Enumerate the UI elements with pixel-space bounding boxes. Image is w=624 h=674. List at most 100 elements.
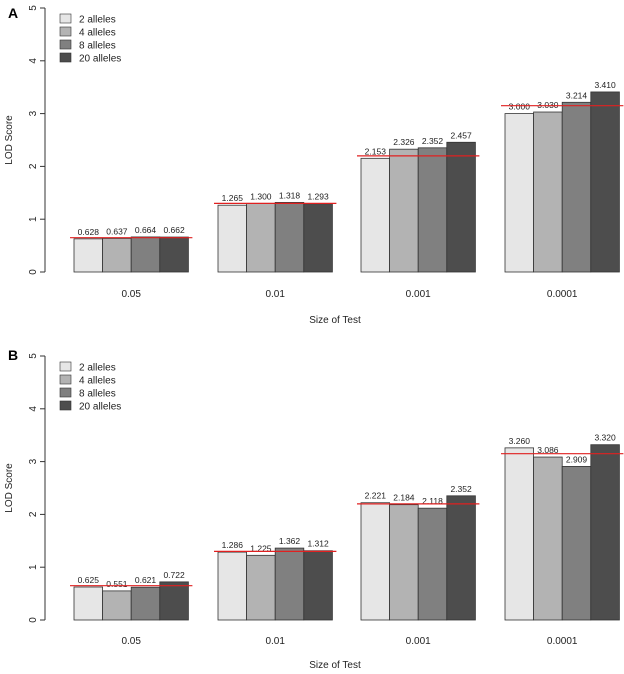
legend-label: 20 alleles bbox=[79, 402, 121, 413]
y-tick-label: 4 bbox=[28, 58, 39, 64]
bar bbox=[159, 236, 189, 273]
x-category-label: 0.0001 bbox=[547, 636, 578, 647]
bar-value-label: 2.184 bbox=[393, 493, 415, 503]
x-category-label: 0.0001 bbox=[547, 289, 578, 300]
bar-value-label: 3.320 bbox=[594, 433, 616, 443]
y-axis-title: LOD Score bbox=[4, 463, 15, 513]
bar-value-label: 3.260 bbox=[509, 436, 531, 446]
legend-label: 4 alleles bbox=[79, 28, 116, 39]
bar bbox=[389, 148, 419, 273]
bar bbox=[73, 238, 104, 273]
legend-swatch bbox=[59, 13, 72, 24]
bar-value-label: 2.457 bbox=[450, 130, 472, 140]
panel-label: A bbox=[8, 5, 18, 21]
y-tick-label: 5 bbox=[28, 353, 39, 359]
x-category-label: 0.05 bbox=[121, 289, 141, 300]
x-category-label: 0.001 bbox=[406, 636, 431, 647]
bar bbox=[360, 157, 391, 273]
x-category-label: 0.01 bbox=[265, 636, 285, 647]
bar-value-label: 0.664 bbox=[135, 225, 157, 235]
bar bbox=[73, 586, 104, 621]
y-tick-label: 3 bbox=[28, 458, 39, 464]
bar bbox=[246, 202, 276, 273]
bar bbox=[417, 147, 448, 273]
bar-value-label: 1.265 bbox=[222, 193, 244, 203]
bar bbox=[130, 586, 161, 621]
bar bbox=[504, 113, 535, 273]
legend-label: 8 alleles bbox=[79, 389, 116, 400]
y-axis-title: LOD Score bbox=[4, 115, 15, 165]
bar bbox=[217, 204, 248, 273]
bar-value-label: 3.410 bbox=[594, 80, 616, 90]
bar-value-label: 2.352 bbox=[422, 136, 444, 146]
legend-swatch bbox=[59, 387, 72, 398]
bar bbox=[159, 581, 189, 621]
y-tick-label: 4 bbox=[28, 406, 39, 412]
bar-value-label: 3.000 bbox=[509, 102, 531, 112]
y-tick-label: 2 bbox=[28, 163, 39, 169]
legend-swatch bbox=[59, 361, 72, 372]
bar bbox=[561, 101, 592, 273]
bar-value-label: 2.326 bbox=[393, 137, 415, 147]
bar-value-label: 0.628 bbox=[78, 227, 100, 237]
bar bbox=[303, 203, 333, 273]
legend-label: 20 alleles bbox=[79, 54, 121, 65]
bar bbox=[274, 202, 305, 273]
bar-value-label: 1.293 bbox=[307, 192, 329, 202]
bar bbox=[504, 447, 535, 621]
bar-value-label: 3.214 bbox=[566, 90, 588, 100]
y-tick-label: 5 bbox=[28, 5, 39, 11]
bar-value-label: 1.362 bbox=[279, 536, 301, 546]
x-category-label: 0.001 bbox=[406, 289, 431, 300]
bar-value-label: 1.225 bbox=[250, 543, 272, 553]
bar bbox=[217, 551, 248, 621]
bar bbox=[533, 111, 563, 273]
x-axis-title: Size of Test bbox=[309, 660, 361, 671]
bar bbox=[246, 554, 276, 621]
y-tick-label: 2 bbox=[28, 511, 39, 517]
bar bbox=[130, 236, 161, 273]
bar bbox=[360, 502, 391, 621]
bar-value-label: 0.625 bbox=[78, 575, 100, 585]
bar-value-label: 0.722 bbox=[163, 570, 185, 580]
y-tick-label: 1 bbox=[28, 216, 39, 222]
bar bbox=[389, 504, 419, 621]
legend-label: 2 alleles bbox=[79, 15, 116, 26]
bar-value-label: 3.030 bbox=[537, 100, 559, 110]
bar bbox=[446, 495, 476, 621]
bar-value-label: 2.909 bbox=[566, 454, 588, 464]
bar-value-label: 2.352 bbox=[450, 484, 472, 494]
panel-label: B bbox=[8, 347, 18, 363]
legend-swatch bbox=[59, 26, 72, 37]
bar-value-label: 2.118 bbox=[422, 496, 443, 506]
bar-value-label: 3.086 bbox=[537, 445, 559, 455]
bar-value-label: 1.312 bbox=[307, 539, 329, 549]
chart-panel-a: A 0 1 2 3 4 5 LOD Score 0.628 0.637 0.664 0.662 0.05… bbox=[4, 5, 624, 326]
bar bbox=[102, 590, 132, 621]
legend-label: 4 alleles bbox=[79, 376, 116, 387]
legend-label: 8 alleles bbox=[79, 41, 116, 52]
bar-value-label: 0.662 bbox=[163, 225, 185, 235]
bar bbox=[533, 456, 563, 621]
legend-swatch bbox=[59, 39, 72, 50]
x-category-label: 0.01 bbox=[265, 289, 285, 300]
chart-panel-b: B 0 1 2 3 4 5 LOD Score 0.625 0.551 0.621 0.722 0.05… bbox=[4, 347, 624, 671]
y-tick-label: 3 bbox=[28, 110, 39, 116]
bar bbox=[561, 466, 592, 621]
bar-value-label: 2.221 bbox=[365, 491, 387, 501]
legend-swatch bbox=[59, 52, 72, 63]
bar bbox=[446, 141, 476, 273]
bar-value-label: 0.551 bbox=[106, 579, 128, 589]
bar-value-label: 1.286 bbox=[222, 540, 244, 550]
bar bbox=[303, 550, 333, 621]
y-tick-label: 0 bbox=[28, 269, 39, 275]
bar bbox=[102, 237, 132, 273]
x-axis-title: Size of Test bbox=[309, 315, 361, 326]
x-category-label: 0.05 bbox=[121, 636, 141, 647]
bar-value-label: 1.318 bbox=[279, 190, 301, 200]
legend-swatch bbox=[59, 400, 72, 411]
bar-value-label: 1.300 bbox=[250, 191, 272, 201]
bar-value-label: 0.637 bbox=[106, 226, 128, 236]
bar-value-label: 0.621 bbox=[135, 575, 157, 585]
